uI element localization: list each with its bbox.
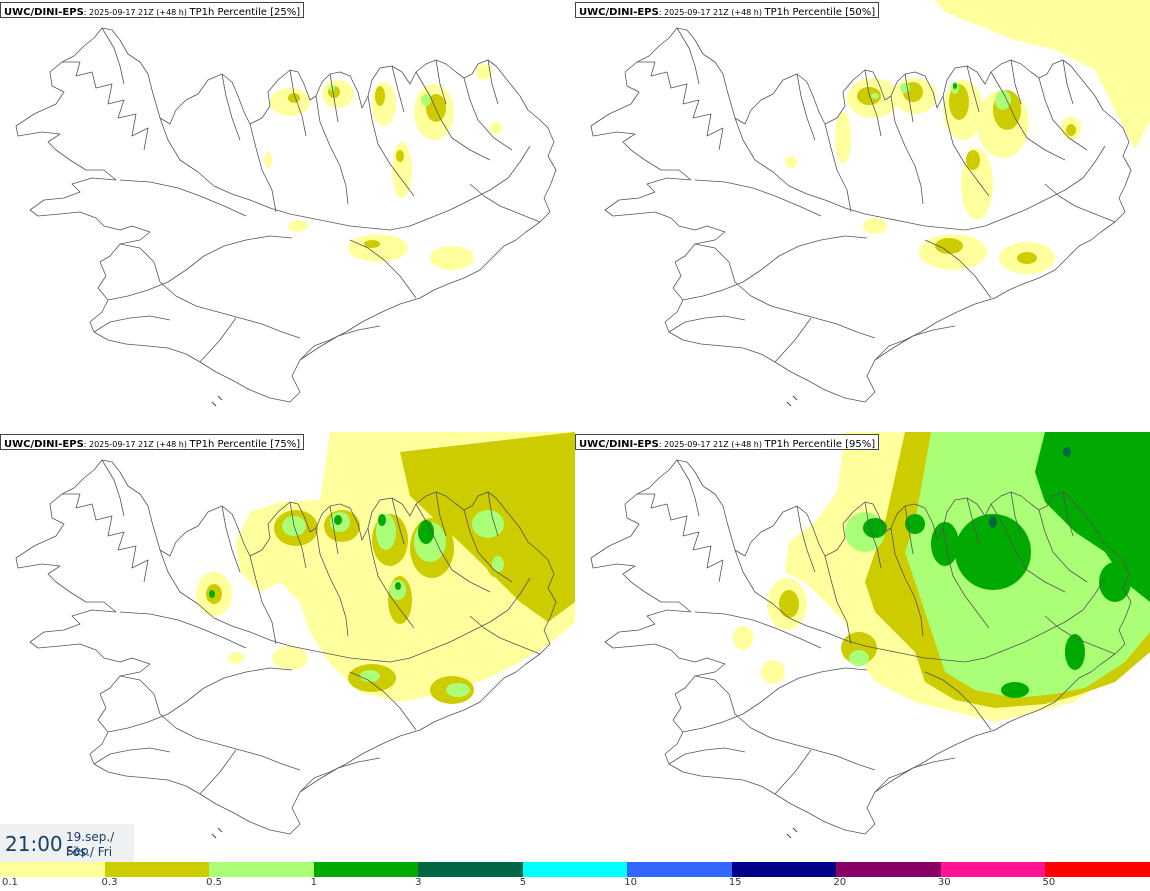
legend-label: 15 xyxy=(728,877,742,888)
run-time: : 2025-09-17 21Z (+48 h) xyxy=(83,440,190,449)
legend-label: 1 xyxy=(310,877,317,888)
map-canvas xyxy=(590,432,1150,839)
legend-swatch xyxy=(836,862,942,877)
legend-label: 20 xyxy=(833,877,847,888)
run-time: : 2025-09-17 21Z (+48 h) xyxy=(658,8,765,17)
panel-title: UWC/DINI-EPS: 2025-09-17 21Z (+48 h) TP1… xyxy=(0,2,305,18)
map-panel-p95: UWC/DINI-EPS: 2025-09-17 21Z (+48 h) TP1… xyxy=(575,432,1150,864)
legend-label: 3 xyxy=(415,877,422,888)
model-source: UWC/DINI-EPS xyxy=(579,439,659,450)
map-panel-p25: UWC/DINI-EPS: 2025-09-17 21Z (+48 h) TP1… xyxy=(0,0,575,432)
legend-swatch xyxy=(627,862,733,877)
run-time: : 2025-09-17 21Z (+48 h) xyxy=(83,8,190,17)
map-panel-p50: UWC/DINI-EPS: 2025-09-17 21Z (+48 h) TP1… xyxy=(575,0,1150,432)
legend-swatch xyxy=(418,862,524,877)
color-scale-legend: 0.1 0.3 0.5 1 3 5 10 15 20 30 50 xyxy=(0,862,1150,891)
valid-time-box: 21:00 19.sep./ Sep Fös./ Fri xyxy=(0,824,134,862)
panel-title: UWC/DINI-EPS: 2025-09-17 21Z (+48 h) TP1… xyxy=(0,434,305,450)
legend-swatch xyxy=(731,862,837,877)
map-canvas xyxy=(15,432,575,839)
legend-swatch xyxy=(522,862,628,877)
legend-swatch xyxy=(104,862,210,877)
model-source: UWC/DINI-EPS xyxy=(4,439,84,450)
run-time: : 2025-09-17 21Z (+48 h) xyxy=(658,440,765,449)
panel-title: UWC/DINI-EPS: 2025-09-17 21Z (+48 h) TP1… xyxy=(575,434,880,450)
legend-swatch xyxy=(1045,862,1150,877)
model-source: UWC/DINI-EPS xyxy=(579,7,659,18)
legend-swatch xyxy=(940,862,1046,877)
parameter-label: TP1h Percentile [75%] xyxy=(189,439,301,450)
legend-swatch xyxy=(0,862,106,877)
map-panel-p75: UWC/DINI-EPS: 2025-09-17 21Z (+48 h) TP1… xyxy=(0,432,575,864)
model-source: UWC/DINI-EPS xyxy=(4,7,84,18)
panel-title: UWC/DINI-EPS: 2025-09-17 21Z (+48 h) TP1… xyxy=(575,2,880,18)
map-canvas xyxy=(590,0,1150,407)
legend-label: 30 xyxy=(937,877,951,888)
legend-label: 5 xyxy=(519,877,527,888)
legend-label: 0.5 xyxy=(206,877,222,888)
legend-swatch xyxy=(209,862,315,877)
legend-label: 0.3 xyxy=(101,877,118,888)
parameter-label: TP1h Percentile [25%] xyxy=(189,7,301,18)
legend-label: 50 xyxy=(1042,877,1056,888)
legend-swatch xyxy=(313,862,419,877)
legend-label: 10 xyxy=(624,877,637,888)
valid-time: 21:00 xyxy=(5,832,63,856)
parameter-label: TP1h Percentile [50%] xyxy=(764,7,876,18)
valid-date: 19.sep./ Sep xyxy=(66,830,115,858)
map-canvas xyxy=(15,27,557,407)
valid-weekday: Fös./ Fri xyxy=(66,845,113,859)
parameter-label: TP1h Percentile [95%] xyxy=(764,439,876,450)
legend-label: 0.1 xyxy=(2,877,18,888)
